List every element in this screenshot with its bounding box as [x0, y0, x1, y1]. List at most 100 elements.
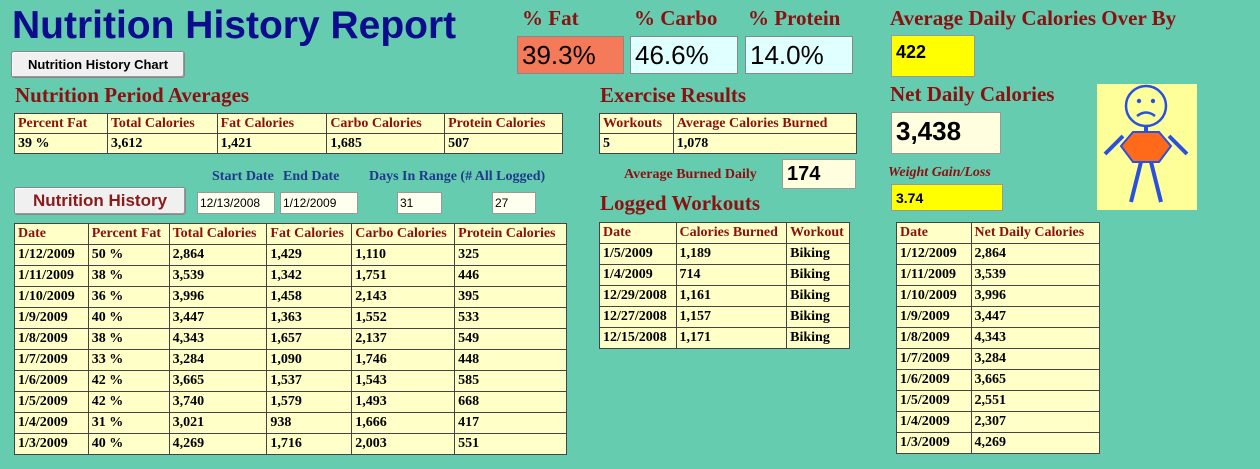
table-cell: 38 %: [87, 328, 170, 350]
column-header-workout: Workout: [786, 222, 850, 244]
table-cell: 2,143: [351, 286, 456, 308]
end-date-input[interactable]: 1/12/2009: [280, 192, 358, 214]
column-header-carbo-calories: Carbo Calories: [326, 113, 446, 134]
table-cell: 1/4/2009: [599, 264, 677, 286]
table-cell: 1/8/2009: [14, 328, 89, 350]
table-row: 1/9/2009 40 % 3,447 1,363 1,552 533: [14, 307, 567, 329]
protein-percent-value: 14.0%: [745, 36, 853, 74]
table-cell: Biking: [786, 243, 850, 265]
table-cell: 2,003: [351, 433, 456, 455]
table-row: 1/7/2009 3,284: [896, 348, 1101, 370]
table-cell: 1,751: [351, 265, 456, 287]
table-cell: 549: [454, 328, 567, 350]
table-cell: 3,996: [970, 285, 1101, 307]
column-header-total-calories: Total Calories: [106, 113, 218, 134]
table-cell: 39 %: [14, 133, 108, 154]
table-row: 1/9/2009 3,447: [896, 306, 1101, 328]
table-cell: 3,447: [168, 307, 268, 329]
table-cell: 1/5/2009: [896, 390, 972, 412]
table-cell: 3,539: [168, 265, 268, 287]
table-cell: 4,343: [168, 328, 268, 350]
column-header-date: Date: [896, 222, 972, 244]
table-cell: Biking: [786, 264, 850, 286]
table-cell: 417: [454, 412, 567, 434]
table-cell: 585: [454, 370, 567, 392]
net-daily-calories-table: Date Net Daily Calories 1/12/2009 2,864 1/11…: [896, 222, 1101, 454]
table-row: 12/15/2008 1,171 Biking: [599, 327, 850, 349]
table-row: 1/7/2009 33 % 3,284 1,090 1,746 448: [14, 349, 567, 371]
carbo-percent-value: 46.6%: [630, 36, 738, 74]
table-row: 5 1,078: [599, 133, 858, 154]
table-cell: 1,161: [675, 285, 788, 307]
column-header-protein-calories: Protein Calories: [454, 223, 567, 245]
table-cell: 2,864: [970, 243, 1101, 265]
start-date-input[interactable]: 12/13/2008: [197, 192, 275, 214]
table-cell: 3,021: [168, 412, 268, 434]
table-cell: 1/5/2009: [599, 243, 677, 265]
table-row: 1/4/2009 2,307: [896, 411, 1101, 433]
column-header-percent-fat: Percent Fat: [87, 223, 170, 245]
column-header-date: Date: [14, 223, 89, 245]
table-row: 1/11/2009 38 % 3,539 1,342 1,751 446: [14, 265, 567, 287]
table-cell: 1,189: [675, 243, 788, 265]
table-cell: 507: [444, 133, 563, 154]
nutrition-history-button[interactable]: Nutrition History: [14, 187, 186, 215]
table-cell: 1,458: [266, 286, 353, 308]
logged-workouts-table: Date Calories Burned Workout 1/5/2009 1,189 B…: [599, 222, 850, 349]
table-cell: 446: [454, 265, 567, 287]
table-cell: 1,078: [672, 133, 858, 154]
net-daily-label: Net Daily Calories: [890, 82, 1055, 106]
column-header-fat-calories: Fat Calories: [266, 223, 353, 245]
table-row: 1/4/2009 31 % 3,021 938 1,666 417: [14, 412, 567, 434]
table-row: 1/10/2009 3,996: [896, 285, 1101, 307]
table-cell: 1,493: [351, 391, 456, 413]
table-cell: 1,110: [351, 244, 456, 266]
table-cell: 40 %: [87, 433, 170, 455]
table-row: 1/5/2009 1,189 Biking: [599, 243, 850, 265]
table-cell: 1,171: [675, 327, 788, 349]
days-in-range-label: Days In Range (# All Logged): [369, 169, 546, 184]
table-cell: 1,342: [266, 265, 353, 287]
column-header-percent-fat: Percent Fat: [14, 113, 108, 134]
nutrition-history-chart-button[interactable]: Nutrition History Chart: [11, 51, 185, 78]
exercise-results-title: Exercise Results: [600, 83, 747, 107]
days-logged-value: 27: [492, 192, 536, 214]
table-cell: 1/5/2009: [14, 391, 89, 413]
table-header-row: Workouts Average Calories Burned: [599, 113, 858, 134]
period-averages-title: Nutrition Period Averages: [15, 83, 250, 107]
column-header-average-calories-burned: Average Calories Burned: [672, 113, 858, 134]
table-cell: 36 %: [87, 286, 170, 308]
table-cell: 1/12/2009: [896, 243, 972, 265]
table-cell: 42 %: [87, 370, 170, 392]
table-cell: Biking: [786, 306, 850, 328]
table-row: 1/8/2009 4,343: [896, 327, 1101, 349]
column-header-carbo-calories: Carbo Calories: [351, 223, 456, 245]
table-cell: 1,543: [351, 370, 456, 392]
table-cell: 2,137: [351, 328, 456, 350]
table-cell: 714: [675, 264, 788, 286]
column-header-date: Date: [599, 222, 677, 244]
table-cell: 1,746: [351, 349, 456, 371]
table-header-row: Date Net Daily Calories: [896, 222, 1101, 244]
table-cell: Biking: [786, 285, 850, 307]
table-cell: 1/3/2009: [14, 433, 89, 455]
table-row: 1/6/2009 3,665: [896, 369, 1101, 391]
table-row: 1/12/2009 2,864: [896, 243, 1101, 265]
table-cell: 1,157: [675, 306, 788, 328]
table-cell: 12/27/2008: [599, 306, 677, 328]
table-cell: 938: [266, 412, 353, 434]
table-cell: 4,269: [168, 433, 268, 455]
table-cell: 1,537: [266, 370, 353, 392]
table-cell: 325: [454, 244, 567, 266]
table-row: 1/12/2009 50 % 2,864 1,429 1,110 325: [14, 244, 567, 266]
table-cell: 1,579: [266, 391, 353, 413]
table-cell: 1/12/2009: [14, 244, 89, 266]
table-cell: 1/11/2009: [14, 265, 89, 287]
table-cell: 1/10/2009: [896, 285, 972, 307]
nutrition-history-table: Date Percent Fat Total Calories Fat Calorie…: [14, 223, 567, 455]
table-cell: 3,665: [970, 369, 1101, 391]
table-cell: 1,552: [351, 307, 456, 329]
table-cell: 551: [454, 433, 567, 455]
table-row: 39 % 3,612 1,421 1,685 507: [14, 133, 563, 154]
table-cell: 1/11/2009: [896, 264, 972, 286]
